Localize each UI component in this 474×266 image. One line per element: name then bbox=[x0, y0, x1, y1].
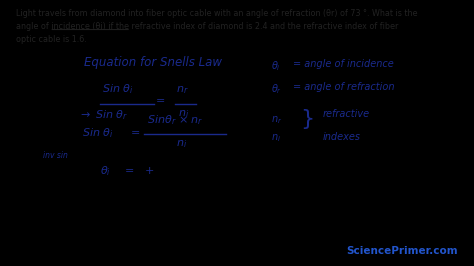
Text: =: = bbox=[156, 96, 165, 106]
Text: }: } bbox=[300, 109, 314, 129]
Text: $n_r$: $n_r$ bbox=[271, 114, 282, 126]
Text: angle of incidence (θi) if the refractive index of diamond is 2.4 and the refrac: angle of incidence (θi) if the refractiv… bbox=[16, 22, 399, 31]
Text: $\theta_r$: $\theta_r$ bbox=[271, 82, 282, 96]
Text: Sin $\theta_i$: Sin $\theta_i$ bbox=[82, 126, 113, 140]
Text: refractive: refractive bbox=[322, 109, 370, 119]
Text: indexes: indexes bbox=[322, 132, 361, 142]
Text: $n_r$: $n_r$ bbox=[176, 84, 189, 96]
Text: $\theta_i$: $\theta_i$ bbox=[100, 164, 110, 178]
Text: SciencePrimer.com: SciencePrimer.com bbox=[346, 246, 457, 256]
Text: +: + bbox=[145, 166, 154, 176]
Text: Sin $\theta_i$: Sin $\theta_i$ bbox=[102, 82, 134, 96]
Text: $n_i$: $n_i$ bbox=[178, 108, 190, 120]
Text: Equation for Snells Law: Equation for Snells Law bbox=[84, 56, 222, 69]
Text: Sin$\theta_r$ $\times$ $n_r$: Sin$\theta_r$ $\times$ $n_r$ bbox=[147, 113, 203, 127]
Text: $n_i$: $n_i$ bbox=[271, 132, 281, 144]
Text: $\theta_i$: $\theta_i$ bbox=[271, 59, 281, 73]
Text: $\rightarrow$ Sin $\theta_r$: $\rightarrow$ Sin $\theta_r$ bbox=[78, 108, 128, 122]
Text: = angle of refraction: = angle of refraction bbox=[293, 82, 395, 92]
Text: =: = bbox=[124, 166, 134, 176]
Text: $n_i$: $n_i$ bbox=[176, 139, 187, 150]
Text: = angle of incidence: = angle of incidence bbox=[293, 59, 394, 69]
Text: =: = bbox=[131, 128, 141, 138]
Text: Light travels from diamond into fiber optic cable with an angle of refraction (θ: Light travels from diamond into fiber op… bbox=[16, 9, 418, 18]
Text: inv sin: inv sin bbox=[44, 151, 68, 160]
Text: optic cable is 1.6.: optic cable is 1.6. bbox=[16, 35, 87, 44]
